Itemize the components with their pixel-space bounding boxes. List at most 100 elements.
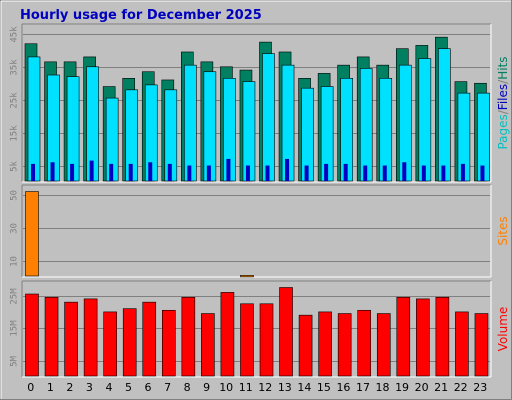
pages-bar xyxy=(363,165,368,181)
volume-bar xyxy=(64,301,78,377)
x-tick-label: 2 xyxy=(66,381,73,394)
panel-label-sites: Sites xyxy=(496,216,510,245)
y-tick-label: 35k xyxy=(10,59,20,76)
pages-bar xyxy=(421,165,426,181)
pages-bar xyxy=(167,163,172,181)
volume-bar xyxy=(83,298,98,377)
sites-bar xyxy=(240,275,254,278)
y-tick-label: 30 xyxy=(10,223,20,234)
files-bar xyxy=(27,56,41,182)
volume-bar xyxy=(298,314,313,377)
volume-bar xyxy=(103,311,117,377)
pages-bar xyxy=(285,158,290,181)
volume-bar xyxy=(435,296,450,377)
panel-label-part: Volume xyxy=(496,307,510,352)
pages-bar xyxy=(480,165,485,181)
panel-background xyxy=(22,185,491,277)
y-tick-label: 15M xyxy=(10,320,20,337)
x-tick-label: 18 xyxy=(376,381,390,394)
pages-bar xyxy=(148,162,153,181)
y-tick-label: 45k xyxy=(10,26,20,43)
panel-label-part: Files xyxy=(496,84,510,110)
pages-bar xyxy=(245,165,250,181)
x-tick-label: 23 xyxy=(473,381,487,394)
x-tick-label: 20 xyxy=(415,381,429,394)
y-tick-label: 25M xyxy=(10,288,20,305)
pages-bar xyxy=(402,162,407,181)
volume-bar xyxy=(396,296,411,377)
pages-bar xyxy=(343,163,348,181)
y-tick-label: 5k xyxy=(10,161,20,172)
y-tick-label: 5M xyxy=(10,356,20,367)
panel-label-volume: Volume xyxy=(496,307,510,352)
pages-bar xyxy=(31,163,35,181)
volume-bar xyxy=(44,296,59,377)
pages-bar xyxy=(70,163,75,181)
pages-bar xyxy=(128,163,133,181)
x-tick-label: 16 xyxy=(336,381,350,394)
volume-bar xyxy=(201,313,215,377)
volume-bar xyxy=(259,303,274,377)
panel-label-part: / xyxy=(496,109,510,114)
volume-bar xyxy=(279,287,293,377)
pages-bar xyxy=(109,163,114,181)
x-tick-label: 8 xyxy=(184,381,191,394)
files-bar xyxy=(184,64,197,182)
x-tick-label: 22 xyxy=(454,381,468,394)
y-tick-label: 50 xyxy=(10,190,20,201)
bars-pages-files-hits xyxy=(24,36,490,182)
x-tick-label: 10 xyxy=(219,381,233,394)
pages-bar xyxy=(50,162,55,181)
x-tick-label: 9 xyxy=(203,381,210,394)
x-tick-label: 11 xyxy=(239,381,253,394)
x-tick-label: 19 xyxy=(395,381,409,394)
pages-bar xyxy=(226,158,231,181)
panel-volume: 5M 15M 25M Volume xyxy=(10,280,510,378)
x-tick-label: 17 xyxy=(356,381,370,394)
panel-label-part: Sites xyxy=(496,216,510,245)
pages-bar xyxy=(304,165,309,181)
x-tick-label: 7 xyxy=(164,381,171,394)
volume-bar xyxy=(220,292,235,377)
pages-bar xyxy=(187,165,192,181)
volume-bar xyxy=(240,303,254,377)
x-tick-label: 0 xyxy=(27,381,34,394)
volume-bar xyxy=(455,311,469,377)
chart-panels: 5k15k25k35k45kPages/Files/Hits103050Site… xyxy=(10,23,510,378)
x-tick-label: 3 xyxy=(86,381,93,394)
volume-bar xyxy=(337,313,352,377)
volume-bar xyxy=(357,309,372,377)
volume-bar xyxy=(25,293,39,377)
x-tick-label: 6 xyxy=(145,381,152,394)
files-bar xyxy=(418,58,432,182)
x-tick-label: 5 xyxy=(125,381,132,394)
x-tick-label: 14 xyxy=(297,381,311,394)
x-tick-label: 1 xyxy=(47,381,54,394)
panel-label-part: Hits xyxy=(496,56,510,79)
y-tick-label: 25k xyxy=(10,92,20,109)
x-tick-label: 13 xyxy=(278,381,292,394)
volume-bar xyxy=(318,311,332,377)
volume-bar xyxy=(474,313,489,377)
volume-bar xyxy=(142,301,157,377)
pages-bar xyxy=(206,165,211,181)
pages-bar xyxy=(265,165,270,181)
pages-bar xyxy=(324,163,329,181)
y-tick-label: 15k xyxy=(10,125,20,142)
panel-background xyxy=(22,24,491,182)
panel-label-pages-files-hits: Pages/Files/Hits xyxy=(496,56,510,149)
panel-sites: 10 30 50 Sites xyxy=(10,184,510,278)
x-tick-label: 4 xyxy=(105,381,112,394)
volume-bar xyxy=(376,313,391,377)
panel-label-part: Pages xyxy=(496,114,510,149)
files-bar xyxy=(262,53,275,182)
sites-bar xyxy=(25,191,39,277)
pages-bar xyxy=(441,165,446,181)
files-bar xyxy=(203,71,217,182)
volume-bar xyxy=(161,309,176,377)
chart-title: Hourly usage for December 2025 xyxy=(20,8,262,23)
y-tick-label: 10 xyxy=(10,256,20,267)
files-bar xyxy=(359,68,373,182)
